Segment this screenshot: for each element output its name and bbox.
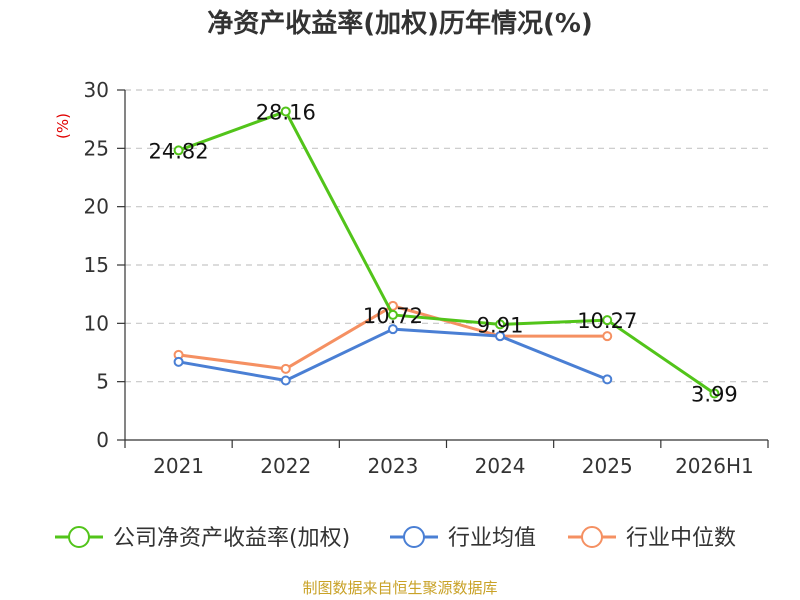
x-tick-label: 2025 — [582, 454, 633, 478]
legend: 公司净资产收益率(加权) 行业均值 行业中位数 — [55, 526, 736, 551]
y-tick-label: 25 — [84, 136, 109, 160]
series-group — [173, 106, 720, 399]
y-tick-label: 5 — [96, 370, 109, 394]
series-point — [495, 331, 506, 342]
series-point — [280, 375, 291, 386]
y-tick-label: 0 — [96, 428, 109, 452]
series-point — [280, 363, 291, 374]
series-point — [387, 309, 398, 320]
source-note: 制图数据来自恒生聚源数据库 — [302, 579, 497, 597]
legend-label: 行业中位数 — [626, 526, 736, 551]
legend-marker — [68, 526, 90, 548]
series-point — [602, 331, 613, 342]
y-tick-label: 10 — [84, 311, 109, 335]
x-tick-label: 2023 — [367, 454, 418, 478]
series-point — [280, 106, 291, 117]
chart-title: 净资产收益率(加权)历年情况(%) — [207, 8, 593, 39]
y-tick-label: 20 — [84, 195, 109, 219]
series-line — [178, 109, 716, 395]
series-point — [173, 356, 184, 367]
x-tick-label: 2022 — [260, 454, 311, 478]
series-point — [387, 324, 398, 335]
legend-marker — [581, 526, 603, 548]
legend-label: 行业均值 — [448, 526, 536, 551]
series-point — [602, 374, 613, 385]
data-label: 9.91 — [477, 313, 524, 337]
data-label: 24.82 — [149, 139, 209, 163]
data-labels: 24.82 28.16 10.72 9.91 10.27 3.99 — [149, 100, 738, 406]
data-label: 28.16 — [256, 100, 316, 124]
data-label: 10.72 — [363, 304, 423, 328]
y-axis-unit-label: (%) — [54, 113, 72, 139]
x-tick-label: 2021 — [153, 454, 204, 478]
series-point — [173, 145, 184, 156]
legend-label: 公司净资产收益率(加权) — [113, 526, 350, 551]
y-tick-label: 30 — [84, 78, 109, 102]
grid-lines — [125, 89, 768, 383]
data-label: 10.27 — [577, 309, 637, 333]
x-tick-label: 2026H1 — [675, 454, 754, 478]
series-point — [709, 388, 720, 399]
x-tick-label: 2024 — [475, 454, 526, 478]
data-label: 3.99 — [691, 382, 738, 406]
series-point — [495, 319, 506, 330]
legend-marker — [403, 526, 425, 548]
y-tick-label: 15 — [84, 253, 109, 277]
series-point — [602, 315, 613, 326]
